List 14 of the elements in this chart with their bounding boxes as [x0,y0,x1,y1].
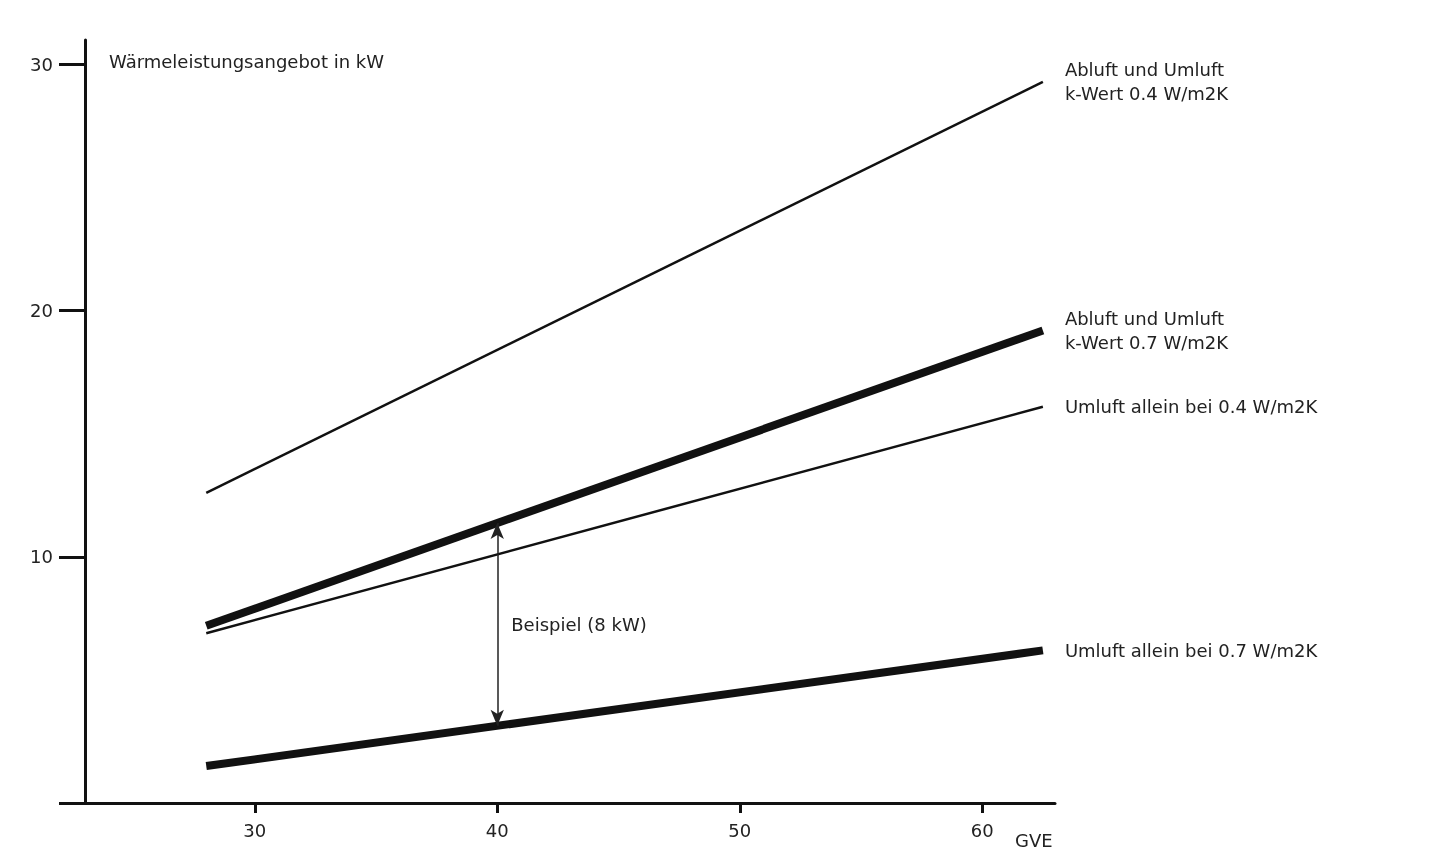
x-tick-label: 40 [485,819,509,841]
y-tick-label: 30 [30,54,53,76]
x-tick-label: 60 [970,819,994,841]
series-label: Abluft und Umluft k-Wert 0.4 W/m2K [1064,59,1230,105]
series-label: Umluft allein bei 0.4 W/m2K [1064,396,1319,418]
y-tick-label: 20 [30,300,53,322]
y-axis-title: Wärmeleistungsangebot in kW [109,50,385,72]
x-tick-label: 50 [728,819,752,841]
x-axis-title: GVE [1015,829,1053,851]
series-label: Umluft allein bei 0.7 W/m2K [1064,639,1319,661]
annotation: Beispiel (8 kW) [511,613,647,635]
x-tick-label: 30 [243,819,267,841]
y-tick-label: 10 [30,546,53,568]
series-label: Abluft und Umluft k-Wert 0.7 W/m2K [1064,307,1230,353]
